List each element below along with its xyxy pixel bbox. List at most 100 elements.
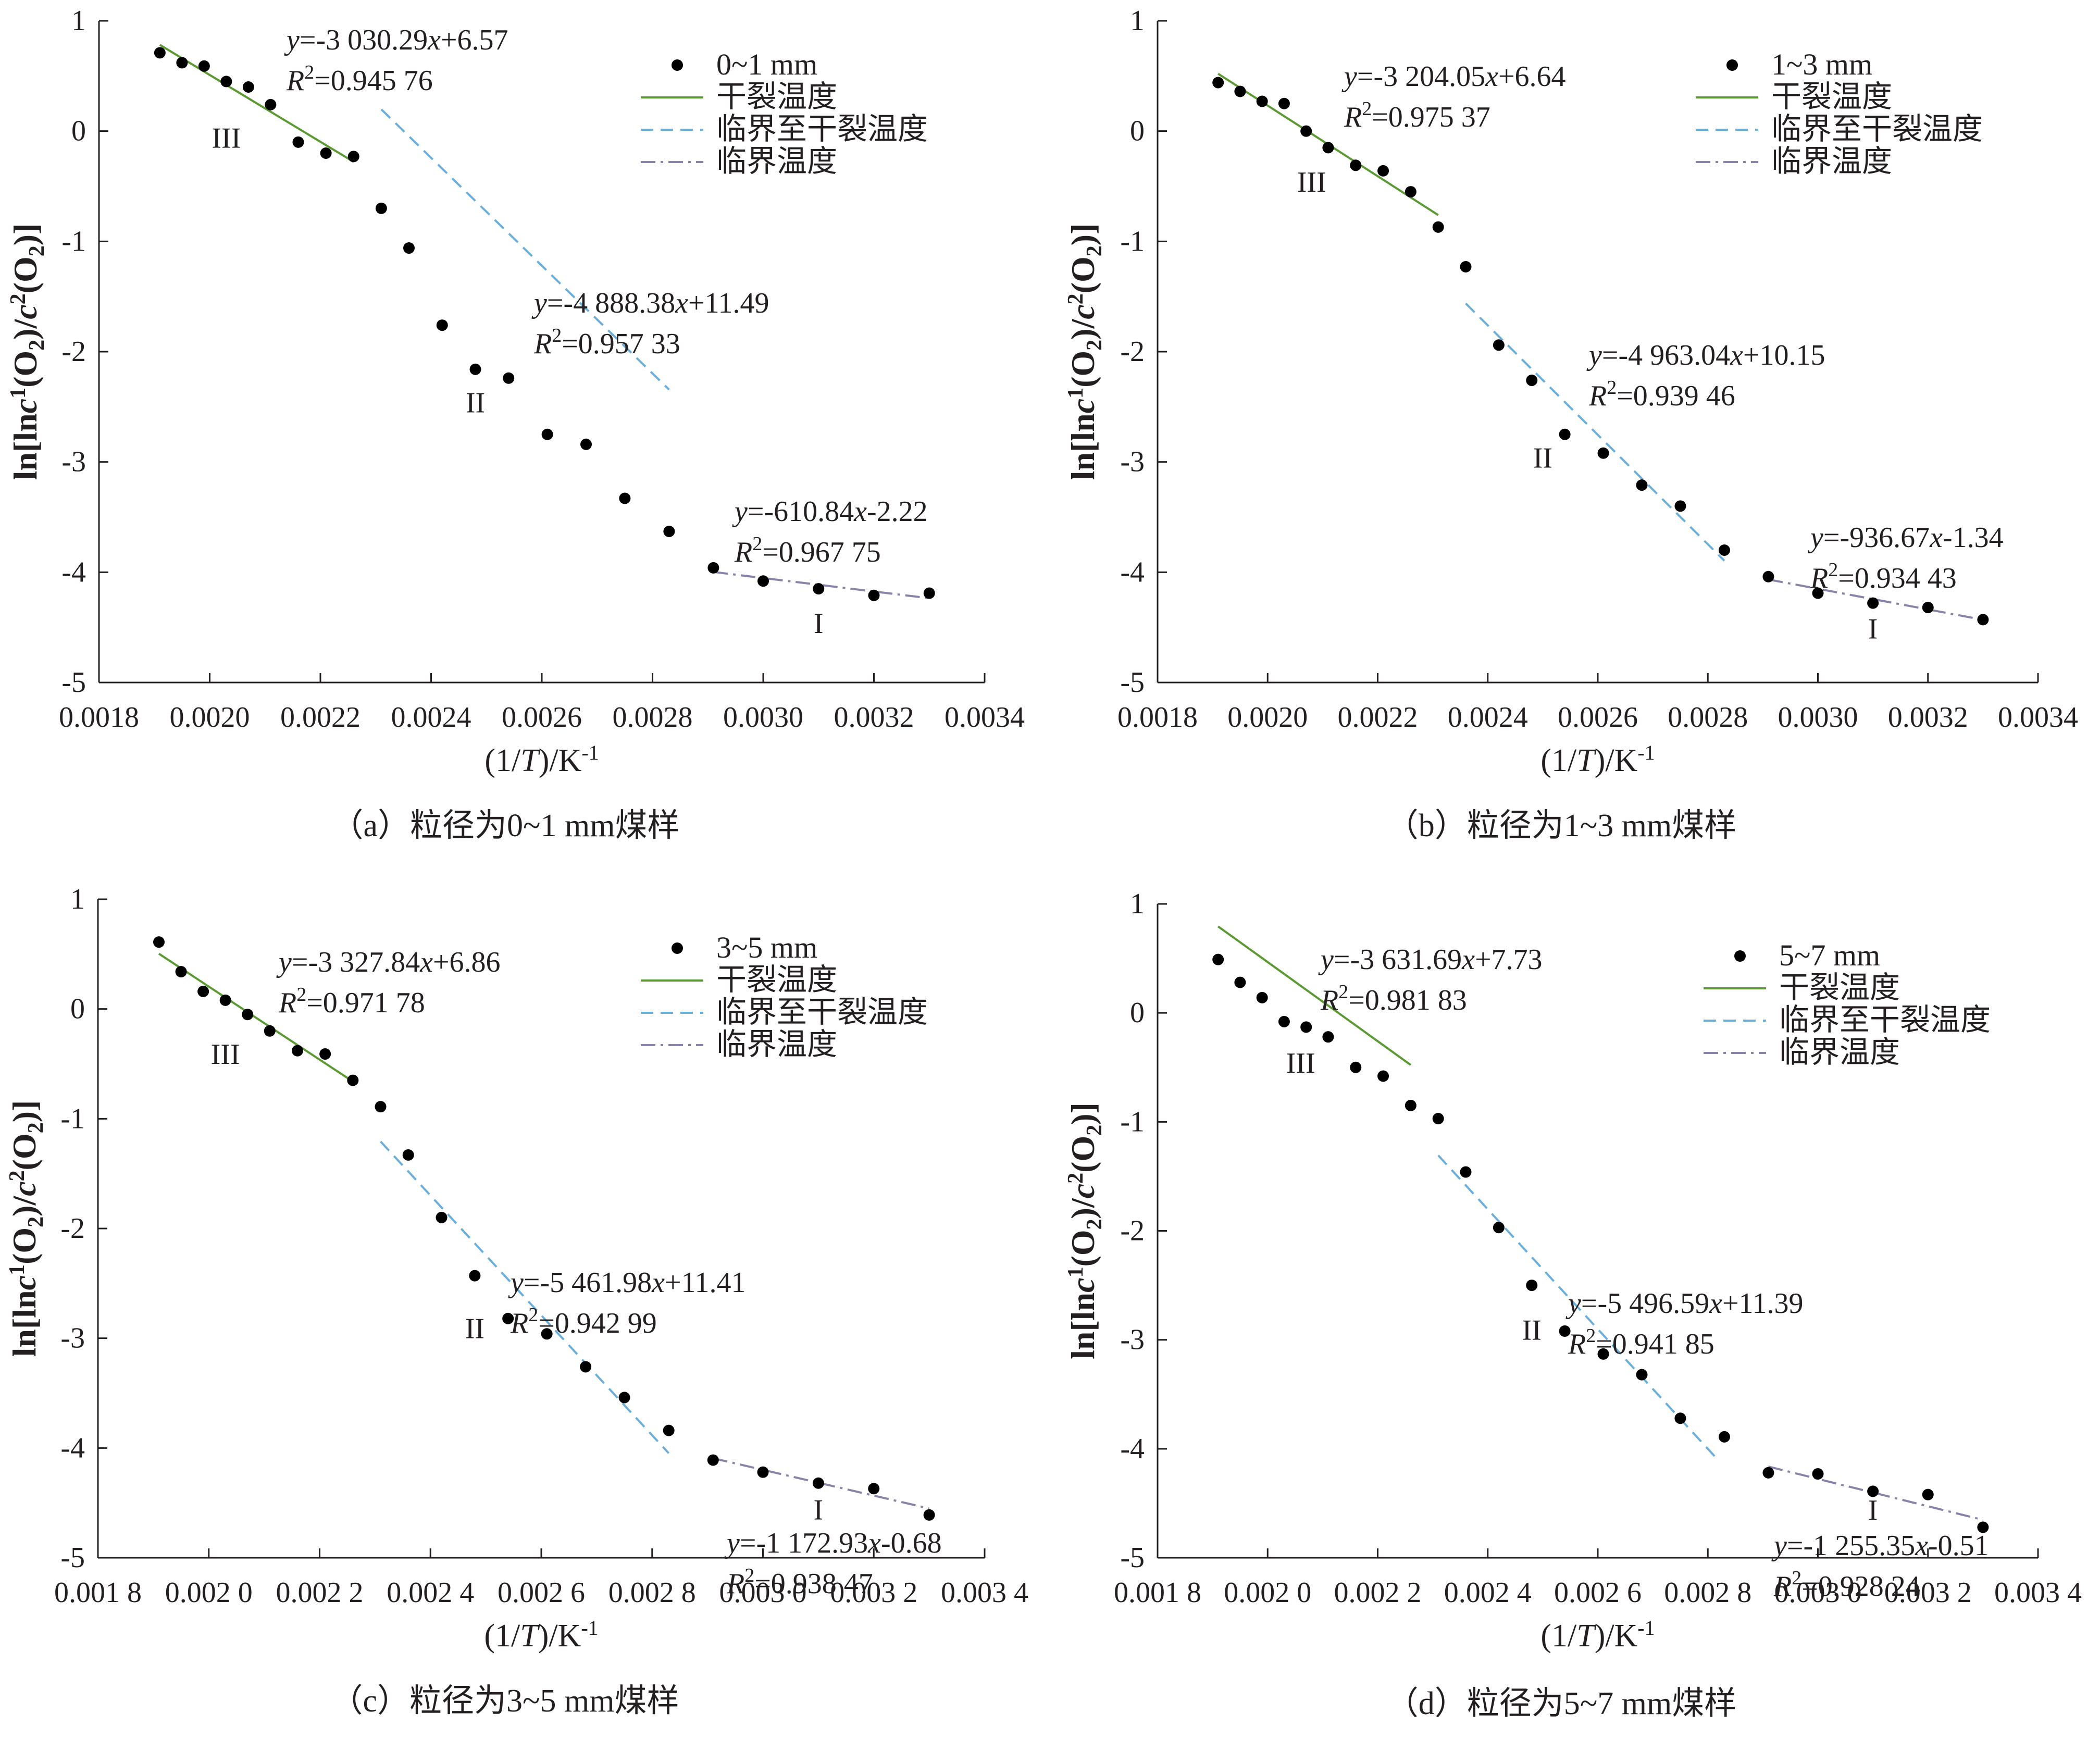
data-point — [1212, 77, 1224, 89]
x-axis-label: (1/T)/K-1 — [1540, 1616, 1655, 1654]
y-tick-label: 1 — [1130, 5, 1145, 37]
data-point — [1377, 165, 1389, 177]
stage-label: I — [814, 607, 824, 640]
data-point — [1432, 1113, 1444, 1125]
y-tick-label: -1 — [1120, 1106, 1145, 1138]
data-point — [1350, 159, 1362, 171]
legend-label: 干裂温度 — [1771, 80, 1892, 114]
y-tick-label: -5 — [1120, 666, 1145, 699]
legend-label: 干裂温度 — [716, 80, 837, 114]
data-point — [1405, 1099, 1416, 1111]
data-point — [580, 438, 592, 450]
stage-label: II — [465, 1313, 484, 1345]
fit-r2-stage-III: R2=0.975 37 — [1344, 98, 1490, 133]
x-tick-label: 0.002 2 — [1334, 1577, 1422, 1609]
x-tick-label: 0.002 4 — [1444, 1577, 1532, 1609]
data-point — [541, 428, 553, 440]
data-point — [264, 1025, 276, 1037]
x-tick-label: 0.003 4 — [941, 1577, 1028, 1609]
data-point — [154, 47, 166, 59]
data-point — [175, 966, 187, 978]
y-axis-label: ln[lnc1(O2)/c2(O2)] — [6, 224, 49, 480]
data-point — [1812, 1468, 1824, 1480]
data-point — [220, 76, 232, 88]
legend-label: 临界至干裂温度 — [1771, 112, 1983, 146]
figure-caption: （b）粒径为1~3 mm煤样 — [1386, 808, 1737, 843]
x-axis-label: (1/T)/K-1 — [484, 741, 599, 778]
data-point — [1674, 1412, 1686, 1424]
y-tick-label: -3 — [60, 1322, 85, 1355]
y-tick-label: -4 — [61, 556, 86, 588]
data-point — [663, 1424, 675, 1436]
x-tick-label: 0.0018 — [1117, 701, 1198, 734]
y-tick-label: -1 — [1120, 225, 1145, 257]
fit-equation-stage-I: y=-1 255.35x-0.51 — [1771, 1530, 1989, 1562]
x-tick-label: 0.002 0 — [1224, 1577, 1311, 1609]
data-point — [1597, 1348, 1609, 1360]
x-tick-label: 0.0026 — [1558, 701, 1638, 734]
figure-caption: （c）粒径为3~5 mm煤样 — [330, 1683, 679, 1719]
fit-equation-stage-III: y=-3 204.05x+6.64 — [1341, 60, 1566, 93]
legend-label: 5~7 mm — [1779, 938, 1880, 972]
data-point — [580, 1361, 592, 1373]
fit-line-stage-I — [713, 570, 929, 600]
data-point — [868, 1483, 880, 1495]
data-point — [1432, 221, 1444, 233]
fit-r2-stage-II: R2=0.941 85 — [1568, 1325, 1714, 1360]
data-point — [242, 1009, 254, 1021]
legend-label: 临界至干裂温度 — [1779, 1003, 1991, 1037]
data-point — [242, 81, 254, 93]
fit-line-stage-II — [1465, 303, 1725, 562]
y-tick-label: 0 — [71, 115, 86, 147]
fit-equation-stage-I: y=-936.67x-1.34 — [1808, 522, 2004, 554]
panel-b: 1 0 -1 -2 -3 -4 -5 0.0018 0.0020 0.0022 0.0024 0.00… — [1042, 0, 2100, 865]
data-point — [1636, 1369, 1648, 1381]
y-tick-label: -2 — [60, 1212, 85, 1245]
data-point — [403, 242, 415, 254]
data-point — [1460, 1166, 1472, 1178]
legend-label: 临界温度 — [716, 1027, 837, 1061]
x-tick-label: 0.0032 — [834, 701, 914, 734]
fit-r2-stage-II: R2=0.942 99 — [510, 1304, 657, 1339]
stage-label: III — [1297, 166, 1326, 198]
data-point — [375, 1101, 387, 1113]
legend-label: 临界温度 — [716, 144, 837, 178]
legend-label: 临界至干裂温度 — [716, 995, 928, 1029]
fit-r2-stage-I: R2=0.967 75 — [734, 533, 881, 568]
data-point — [197, 985, 209, 997]
y-tick-label: -3 — [1120, 1324, 1145, 1356]
data-point — [1278, 97, 1290, 109]
x-tick-label: 0.0032 — [1888, 701, 1968, 734]
data-point — [219, 994, 231, 1006]
data-point — [1674, 500, 1686, 512]
fit-equation-stage-I: y=-1 172.93x-0.68 — [724, 1527, 942, 1559]
data-point — [320, 147, 332, 159]
y-tick-label: 1 — [71, 5, 86, 37]
data-point — [436, 319, 448, 331]
data-point — [541, 1328, 553, 1340]
x-tick-label: 0.0026 — [502, 701, 582, 734]
fit-equation-stage-III: y=-3 030.29x+6.57 — [284, 24, 508, 56]
x-tick-label: 0.003 2 — [1884, 1577, 1972, 1609]
y-axis-label: ln[lnc1(O2)/c2(O2)] — [5, 1100, 48, 1357]
x-tick-label: 0.0020 — [170, 701, 250, 734]
y-tick-label: 0 — [1130, 115, 1145, 147]
x-tick-label: 0.0024 — [391, 701, 471, 734]
data-point — [1300, 125, 1312, 137]
data-point — [1559, 428, 1571, 440]
data-point — [1256, 991, 1268, 1003]
data-point — [176, 57, 188, 69]
fit-r2-stage-II: R2=0.957 33 — [533, 325, 680, 360]
fit-equation-stage-III: y=-3 327.84x+6.86 — [276, 946, 501, 978]
y-tick-label: -4 — [1120, 556, 1145, 588]
y-tick-label: 1 — [70, 883, 85, 915]
data-point — [1377, 1070, 1389, 1082]
fit-r2-stage-III: R2=0.971 78 — [278, 984, 425, 1019]
chart-c: 1 0 -1 -2 -3 -4 -50.001 8 0.002 0 0.002 2 0.002 4… — [5, 883, 1028, 1719]
x-tick-label: 0.0034 — [1998, 701, 2078, 734]
fit-line-stage-II — [1437, 1155, 1720, 1462]
stage-label: III — [1286, 1047, 1315, 1080]
data-point — [1636, 479, 1648, 491]
data-point — [375, 202, 387, 214]
data-point — [1322, 142, 1334, 154]
